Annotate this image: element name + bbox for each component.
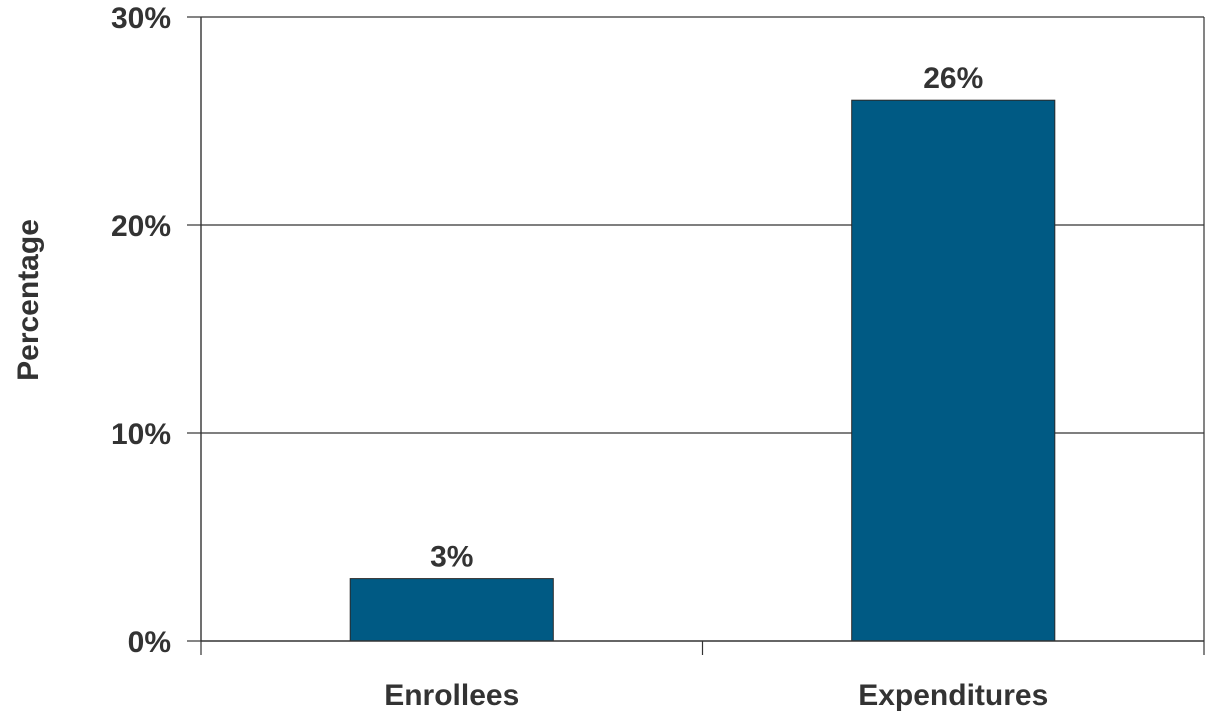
axes xyxy=(187,16,1205,655)
y-tick-label: 10% xyxy=(111,418,171,451)
y-tick-label: 0% xyxy=(128,626,171,659)
bar-enrollees xyxy=(349,578,554,642)
bars xyxy=(349,99,1056,642)
y-axis-title: Percentage xyxy=(12,219,45,381)
y-tick-label: 30% xyxy=(111,2,171,35)
bar-expenditures xyxy=(851,99,1056,642)
data-labels: 3% 26% xyxy=(430,62,983,573)
x-category-label: Enrollees xyxy=(384,679,519,712)
y-tick-label: 20% xyxy=(111,210,171,243)
data-label: 26% xyxy=(923,62,983,95)
x-category-labels: Enrollees Expenditures xyxy=(384,679,1048,712)
x-category-label: Expenditures xyxy=(858,679,1048,712)
data-label: 3% xyxy=(430,541,473,574)
y-tick-labels: 0% 10% 20% 30% xyxy=(111,2,171,659)
